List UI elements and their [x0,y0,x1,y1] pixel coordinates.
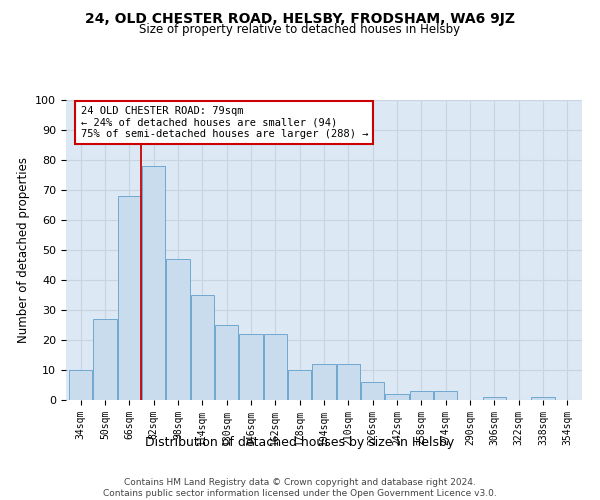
Bar [215,325,238,400]
Bar [361,382,384,400]
Bar [239,334,263,400]
Bar [532,397,554,400]
Bar [118,196,141,400]
Text: 24 OLD CHESTER ROAD: 79sqm
← 24% of detached houses are smaller (94)
75% of semi: 24 OLD CHESTER ROAD: 79sqm ← 24% of deta… [80,106,368,139]
Text: 24, OLD CHESTER ROAD, HELSBY, FRODSHAM, WA6 9JZ: 24, OLD CHESTER ROAD, HELSBY, FRODSHAM, … [85,12,515,26]
Bar [264,334,287,400]
Text: Size of property relative to detached houses in Helsby: Size of property relative to detached ho… [139,24,461,36]
Bar [410,391,433,400]
Bar [142,166,165,400]
Bar [69,370,92,400]
Text: Contains HM Land Registry data © Crown copyright and database right 2024.
Contai: Contains HM Land Registry data © Crown c… [103,478,497,498]
Bar [434,391,457,400]
Bar [483,397,506,400]
Text: Distribution of detached houses by size in Helsby: Distribution of detached houses by size … [145,436,455,449]
Bar [337,364,360,400]
Bar [94,319,116,400]
Bar [166,259,190,400]
Bar [288,370,311,400]
Bar [191,295,214,400]
Y-axis label: Number of detached properties: Number of detached properties [17,157,30,343]
Bar [313,364,335,400]
Bar [385,394,409,400]
